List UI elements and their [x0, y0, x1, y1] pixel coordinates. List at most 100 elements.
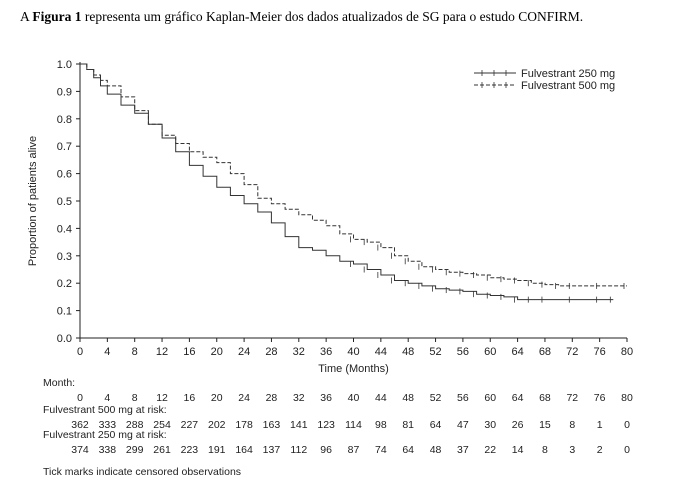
risk-row-value: 37	[457, 444, 469, 456]
risk-month-value: 16	[184, 392, 196, 404]
risk-row-value: 98	[375, 419, 387, 431]
x-tick-label: 44	[375, 346, 387, 358]
chart-footnote: Tick marks indicate censored observation…	[43, 466, 241, 478]
risk-month-value: 4	[104, 392, 110, 404]
risk-row-value: 141	[290, 419, 308, 431]
risk-month-value: 12	[156, 392, 168, 404]
y-tick-label: 0.1	[57, 306, 72, 318]
y-tick-label: 0.5	[57, 196, 72, 208]
y-tick-label: 0.6	[57, 169, 72, 181]
risk-month-value: 8	[132, 392, 138, 404]
risk-month-value: 56	[457, 392, 469, 404]
x-tick-label: 76	[594, 346, 606, 358]
y-tick-label: 0.2	[57, 278, 72, 290]
risk-row-value: 112	[290, 444, 307, 456]
x-tick-label: 52	[429, 346, 441, 358]
y-tick-label: 0.3	[57, 251, 72, 263]
risk-row-value: 137	[263, 444, 281, 456]
x-tick-label: 56	[457, 346, 469, 358]
risk-row-value: 2	[597, 444, 603, 456]
risk-row-value: 96	[320, 444, 332, 456]
x-tick-label: 32	[293, 346, 305, 358]
legend-entry: Fulvestrant 500 mg	[521, 80, 615, 92]
risk-row-value: 0	[624, 419, 630, 431]
risk-row-value: 87	[348, 444, 360, 456]
risk-row-value: 48	[430, 444, 442, 456]
x-tick-label: 24	[238, 346, 250, 358]
risk-row-value: 227	[181, 419, 199, 431]
risk-month-header: Month:	[43, 377, 75, 389]
risk-row-value: 64	[402, 444, 414, 456]
risk-month-value: 44	[375, 392, 387, 404]
risk-row-value: 114	[345, 419, 362, 431]
y-tick-label: 0.8	[57, 114, 72, 126]
risk-row-value: 163	[263, 419, 281, 431]
x-tick-label: 8	[132, 346, 138, 358]
caption-prefix: A	[20, 9, 33, 24]
x-tick-label: 80	[621, 346, 633, 358]
risk-row-value: 8	[542, 444, 548, 456]
risk-row-value: 64	[430, 419, 442, 431]
x-tick-label: 72	[566, 346, 578, 358]
risk-row-value: 14	[512, 444, 524, 456]
series-line-2	[80, 63, 627, 287]
y-tick-label: 0.9	[57, 86, 72, 98]
risk-row-value: 26	[512, 419, 524, 431]
x-tick-label: 16	[183, 346, 195, 358]
risk-month-value: 76	[594, 392, 606, 404]
risk-month-value: 0	[77, 392, 83, 404]
risk-row-value: 3	[569, 444, 575, 456]
y-tick-label: 1.0	[57, 59, 72, 71]
x-tick-label: 48	[402, 346, 414, 358]
x-tick-label: 20	[211, 346, 223, 358]
risk-row-value: 362	[71, 419, 89, 431]
risk-month-value: 72	[566, 392, 578, 404]
risk-row-value: 74	[375, 444, 387, 456]
series-line-1	[80, 63, 614, 301]
risk-month-value: 64	[512, 392, 524, 404]
y-axis-label: Proportion of patients alive	[27, 136, 39, 266]
risk-row-value: 1	[597, 419, 603, 431]
risk-month-value: 32	[293, 392, 305, 404]
risk-row-value: 191	[208, 444, 226, 456]
risk-row-value: 0	[624, 444, 630, 456]
y-tick-label: 0.7	[57, 141, 72, 153]
risk-month-value: 80	[621, 392, 633, 404]
risk-month-value: 48	[402, 392, 414, 404]
risk-row-value: 47	[457, 419, 469, 431]
y-tick-label: 0.0	[57, 333, 72, 345]
risk-table: Month:0 4 8 12 16 20 24 28 32 36 40 44 48 52 56 60 64 68 7…	[43, 377, 633, 478]
x-tick-label: 68	[539, 346, 551, 358]
x-tick-label: 60	[484, 346, 496, 358]
x-tick-label: 40	[347, 346, 359, 358]
x-axis-label: Time (Months)	[318, 363, 389, 375]
risk-month-value: 60	[484, 392, 496, 404]
chart-axes: 0.00.10.20.30.40.50.60.70.80.91.00 4 8 12 16…	[27, 59, 633, 375]
x-tick-label: 12	[156, 346, 168, 358]
risk-month-value: 28	[266, 392, 278, 404]
figure-caption: A Figura 1 representa um gráfico Kaplan-…	[20, 9, 680, 25]
x-tick-label: 36	[320, 346, 332, 358]
risk-row-value: 338	[99, 444, 117, 456]
risk-month-value: 52	[430, 392, 442, 404]
risk-row-value: 202	[208, 419, 226, 431]
x-tick-label: 0	[77, 346, 83, 358]
risk-row-value: 164	[235, 444, 253, 456]
y-tick-label: 0.4	[57, 223, 72, 235]
risk-row-value: 261	[153, 444, 171, 456]
chart-series-layer	[80, 63, 627, 303]
risk-row-value: 223	[181, 444, 199, 456]
x-tick-label: 28	[265, 346, 277, 358]
risk-row-value: 15	[539, 419, 551, 431]
risk-row-value: 288	[126, 419, 144, 431]
risk-row-value: 254	[153, 419, 171, 431]
risk-row-value: 22	[484, 444, 496, 456]
x-tick-label: 64	[511, 346, 523, 358]
risk-row-value: 81	[402, 419, 414, 431]
x-tick-label: 4	[104, 346, 110, 358]
risk-row-value: 333	[99, 419, 117, 431]
risk-row-value: 374	[71, 444, 89, 456]
risk-row-label: Fulvestrant 500 mg at risk:	[43, 404, 167, 416]
risk-month-value: 68	[539, 392, 551, 404]
